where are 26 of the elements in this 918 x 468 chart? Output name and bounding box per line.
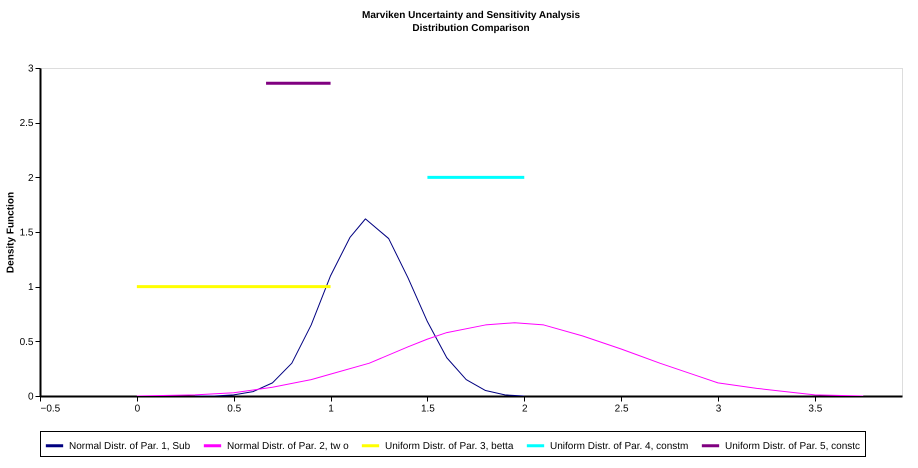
legend-label: Uniform Distr. of Par. 4, constm [550,440,688,452]
x-tick-label: 1 [328,404,334,414]
y-tick-label: 2.5 [20,118,34,130]
x-tick-label: 0.5 [227,404,242,414]
y-tick-label: 2 [28,172,34,184]
legend-label: Uniform Distr. of Par. 5, constc [725,440,860,452]
y-tick-label: 0.5 [20,336,34,348]
y-tick-label: 1 [28,282,34,294]
legend-label: Normal Distr. of Par. 1, Sub [69,440,191,452]
x-tick-label: 0 [134,404,141,414]
x-tick-label: 2.5 [614,404,630,414]
y-axis-title: Density Function [6,192,17,274]
x-tick-label: −0.5 [40,404,61,414]
x-tick-label: 3.5 [808,404,823,414]
x-tick-label: 2 [522,404,528,414]
line-series [194,218,525,396]
y-tick-label: 1.5 [20,228,34,238]
chart-title: Marviken Uncertainty and Sensitivity Analysis [362,10,580,21]
line-series [136,322,864,396]
y-tick-label: 3 [28,64,34,74]
chart-subtitle: Distribution Comparison [412,23,530,34]
x-tick-label: 3 [716,404,722,414]
legend-label: Uniform Distr. of Par. 3, betta [385,440,514,452]
y-tick-label: 0 [28,392,34,402]
x-tick-label: 1.5 [420,404,436,414]
legend-label: Normal Distr. of Par. 2, tw o [227,440,350,452]
